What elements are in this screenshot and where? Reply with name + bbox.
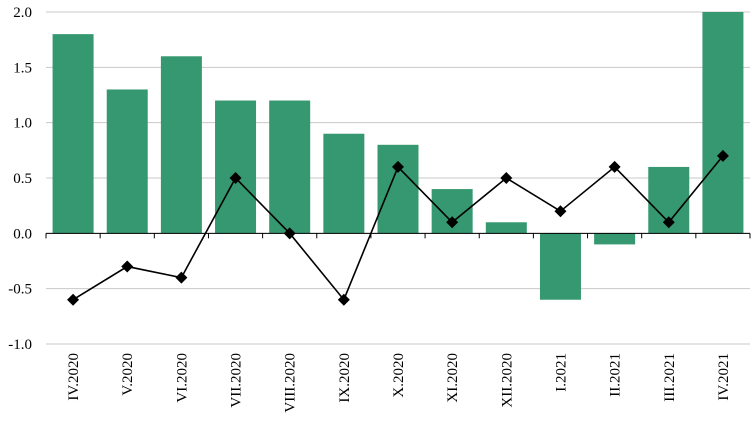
point-I.2021 bbox=[554, 205, 567, 218]
bar-XII.2020 bbox=[485, 222, 527, 234]
bar-IV.2020 bbox=[52, 34, 94, 234]
y-tick-label: 0.0 bbox=[13, 226, 32, 242]
bar-IV.2021 bbox=[702, 12, 744, 234]
bar-IX.2020 bbox=[323, 133, 365, 234]
point-VIII.2020 bbox=[283, 227, 296, 240]
point-II.2021 bbox=[608, 160, 621, 173]
y-tick-label: 1.0 bbox=[13, 116, 32, 132]
bar-series bbox=[45, 12, 751, 300]
bar-VII.2020 bbox=[215, 100, 257, 234]
x-tick-label: V.2020 bbox=[120, 353, 136, 396]
point-XI.2020 bbox=[446, 216, 459, 229]
bar-I.2021 bbox=[539, 233, 581, 300]
bar-VIII.2020 bbox=[269, 100, 311, 234]
x-tick-label: I.2021 bbox=[553, 353, 569, 392]
y-tick-label: 2.0 bbox=[13, 5, 32, 21]
point-VI.2020 bbox=[175, 271, 188, 284]
x-tick-label: XI.2020 bbox=[445, 353, 461, 403]
point-X.2020 bbox=[392, 160, 404, 173]
point-V.2020 bbox=[121, 260, 134, 273]
x-tick-label: VIII.2020 bbox=[283, 353, 299, 413]
y-axis-ticks: 2.0 1.5 1.0 0.5 0.0 -0.5 -1.0 bbox=[8, 5, 32, 353]
x-tick-label: IX.2020 bbox=[337, 353, 353, 403]
x-tick-label: III.2021 bbox=[662, 353, 678, 402]
x-tick-label: XII.2020 bbox=[499, 353, 515, 408]
point-VII.2020 bbox=[229, 172, 242, 184]
x-axis-ticks: IV.2020 V.2020 VI.2020 VII.2020 VIII.2020 IX.… bbox=[66, 353, 732, 413]
x-tick-label: X.2020 bbox=[391, 353, 407, 398]
x-tick-label: VI.2020 bbox=[174, 353, 190, 403]
x-tick-label: II.2021 bbox=[608, 353, 624, 397]
point-XII.2020 bbox=[500, 172, 513, 184]
y-tick-label: -0.5 bbox=[8, 282, 32, 298]
point-IV.2020 bbox=[67, 293, 80, 306]
y-tick-label: -1.0 bbox=[8, 337, 32, 353]
point-IX.2020 bbox=[337, 293, 350, 306]
y-tick-label: 1.5 bbox=[13, 60, 32, 76]
bar-X.2020 bbox=[377, 144, 419, 234]
x-tick-label: VII.2020 bbox=[229, 353, 245, 408]
x-tick-label: IV.2021 bbox=[716, 353, 732, 401]
point-IV.2021 bbox=[716, 149, 729, 162]
point-III.2021 bbox=[662, 216, 675, 229]
bar-II.2021 bbox=[594, 233, 636, 245]
line-series bbox=[67, 149, 729, 306]
y-tick-label: 0.5 bbox=[13, 171, 32, 187]
bar-V.2020 bbox=[106, 89, 148, 234]
zero-axis-tick-marks bbox=[45, 233, 751, 239]
bar-VI.2020 bbox=[160, 56, 202, 234]
x-tick-label: IV.2020 bbox=[66, 353, 82, 401]
